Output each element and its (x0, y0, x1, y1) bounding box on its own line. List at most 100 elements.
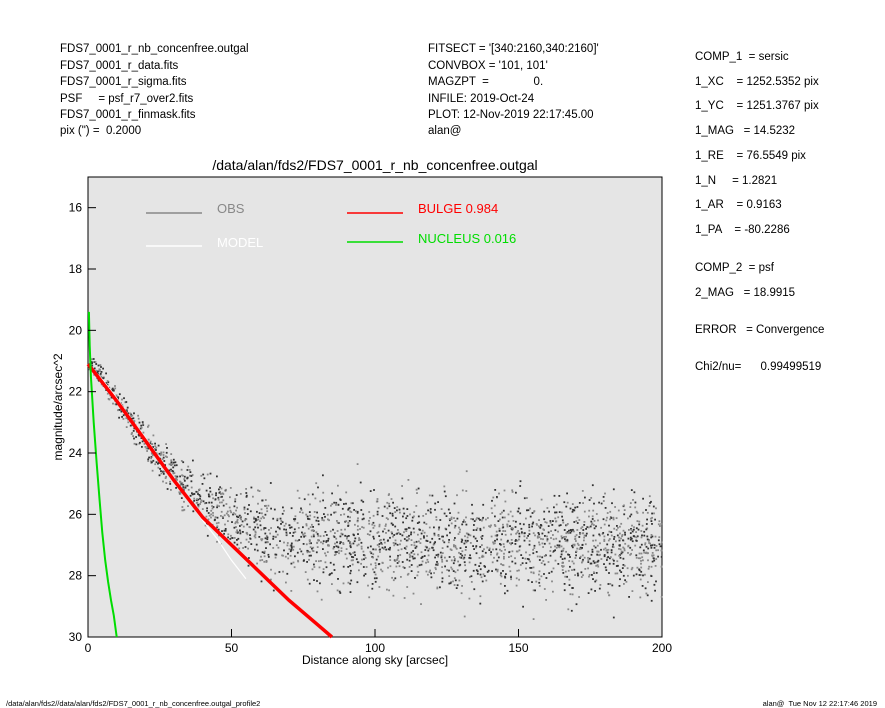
obs-point (336, 541, 338, 544)
obs-point (334, 532, 336, 534)
obs-point (391, 576, 393, 579)
obs-point (378, 523, 381, 526)
obs-point (200, 499, 203, 502)
obs-point (522, 605, 524, 608)
obs-point (581, 544, 584, 546)
obs-point (512, 527, 514, 530)
obs-point (197, 505, 200, 508)
obs-point (383, 528, 386, 530)
obs-point (650, 500, 652, 503)
obs-point (619, 548, 622, 551)
obs-point (387, 494, 390, 496)
obs-point (166, 456, 168, 458)
obs-point (344, 534, 347, 537)
obs-point (294, 555, 296, 558)
obs-point (640, 530, 643, 532)
obs-point (244, 546, 247, 548)
obs-point (554, 545, 556, 548)
obs-point (310, 554, 312, 557)
obs-point (471, 503, 473, 506)
obs-point (387, 548, 390, 551)
obs-point (533, 510, 536, 512)
obs-point (614, 572, 617, 575)
obs-point (518, 569, 520, 572)
obs-point (660, 523, 663, 525)
obs-point (242, 525, 245, 528)
obs-point (336, 551, 338, 553)
obs-point (294, 515, 297, 518)
obs-point (588, 499, 591, 501)
obs-point (316, 580, 318, 582)
obs-point (493, 556, 495, 559)
obs-point (638, 520, 641, 523)
obs-point (283, 509, 285, 512)
obs-point (397, 549, 400, 552)
obs-point (243, 506, 246, 509)
obs-point (411, 555, 414, 558)
obs-point (565, 550, 567, 553)
obs-point (174, 461, 177, 464)
obs-point (585, 528, 587, 530)
obs-point (650, 536, 653, 539)
obs-point (556, 544, 559, 547)
obs-point (535, 523, 538, 525)
obs-point (393, 507, 396, 509)
obs-point (409, 513, 411, 516)
obs-point (100, 366, 102, 368)
obs-point (256, 519, 259, 521)
legend: OBS MODEL BULGE 0.984 NUCLEUS 0.016 (146, 201, 516, 250)
obs-point (357, 533, 359, 535)
obs-point (322, 491, 325, 494)
obs-point (441, 535, 443, 538)
obs-point (302, 534, 305, 536)
obs-point (549, 520, 552, 522)
obs-point (274, 572, 277, 575)
obs-point (574, 574, 576, 576)
obs-point (270, 578, 272, 581)
obs-point (454, 571, 457, 574)
obs-point (346, 535, 349, 538)
obs-point (340, 532, 343, 535)
obs-point (371, 583, 374, 585)
obs-point (309, 526, 312, 528)
obs-point (536, 555, 539, 558)
obs-point (399, 543, 401, 546)
obs-point (476, 570, 479, 573)
obs-point (598, 533, 601, 536)
obs-point (263, 527, 266, 529)
obs-point (418, 564, 421, 567)
obs-point (130, 415, 133, 418)
obs-point (507, 539, 509, 542)
obs-point (439, 519, 442, 521)
obs-point (393, 534, 396, 536)
obs-point (424, 545, 427, 548)
obs-point (654, 535, 657, 538)
obs-point (371, 523, 374, 526)
obs-point (448, 518, 451, 520)
obs-point (219, 501, 221, 504)
obs-point (198, 488, 201, 491)
obs-point (612, 562, 615, 565)
obs-point (435, 563, 438, 566)
obs-point (227, 533, 230, 536)
obs-point (355, 510, 357, 513)
obs-point (481, 554, 484, 557)
obs-point (342, 582, 345, 585)
obs-point (615, 540, 617, 543)
obs-point (347, 515, 349, 518)
obs-point (567, 608, 570, 611)
obs-point (531, 522, 534, 525)
obs-point (403, 547, 406, 549)
obs-point (552, 567, 555, 570)
obs-point (560, 511, 563, 514)
obs-point (166, 447, 168, 449)
obs-point (406, 515, 409, 517)
obs-point (602, 496, 605, 498)
obs-point (184, 486, 187, 489)
obs-point (406, 558, 409, 561)
obs-point (272, 535, 275, 538)
obs-point (90, 361, 93, 363)
obs-point (362, 513, 365, 516)
obs-point (461, 554, 464, 557)
obs-point (282, 554, 284, 557)
